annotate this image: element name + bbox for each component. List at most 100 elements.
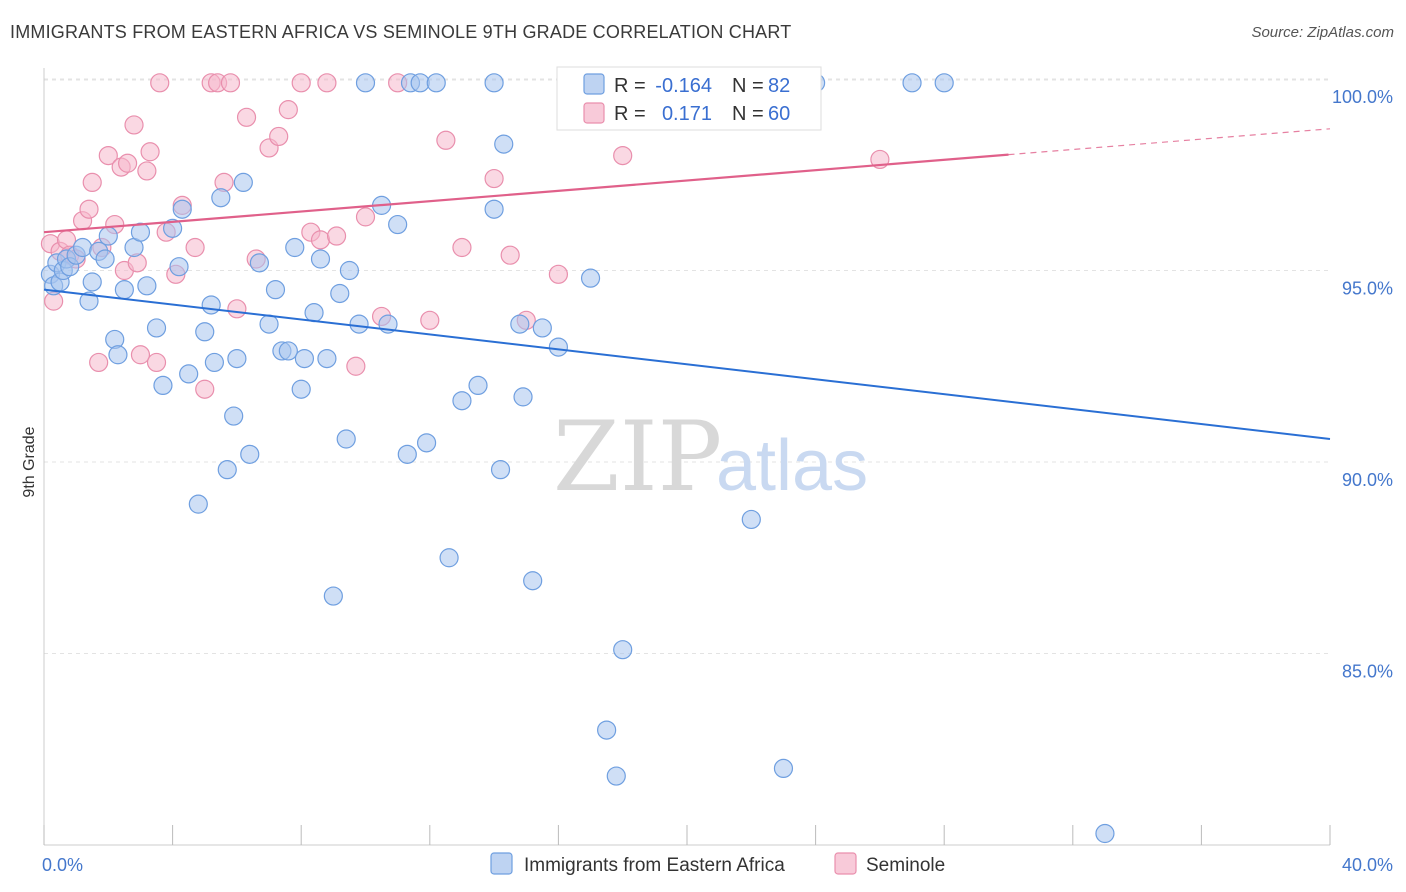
eastern-africa-point bbox=[773, 758, 794, 779]
y-tick-labels: 85.0% 90.0% 95.0% 100.0% bbox=[1332, 87, 1393, 682]
eastern-africa-point bbox=[902, 73, 922, 93]
seminole-point bbox=[484, 168, 504, 189]
eastern-africa-point bbox=[265, 280, 286, 300]
eastern-africa-point bbox=[114, 280, 134, 300]
eastern-africa-point bbox=[249, 253, 270, 273]
seminole-point bbox=[137, 161, 157, 181]
seminole-point bbox=[317, 73, 337, 93]
eastern-africa-point bbox=[523, 571, 543, 591]
legend-n-label: N = bbox=[732, 75, 764, 97]
eastern-africa-point bbox=[416, 433, 437, 453]
seminole-point bbox=[269, 126, 289, 147]
seminole-point bbox=[436, 130, 456, 150]
legend-swatch-seminole bbox=[834, 852, 857, 875]
seminole-point bbox=[79, 199, 99, 219]
y-tick-label: 100.0% bbox=[1332, 87, 1393, 107]
eastern-africa-point bbox=[82, 272, 102, 292]
legend-swatch-blue bbox=[583, 73, 605, 95]
eastern-africa-point bbox=[532, 318, 552, 338]
seminole-point bbox=[278, 100, 298, 120]
seminole-point bbox=[146, 352, 167, 373]
eastern-africa-point bbox=[179, 364, 199, 384]
seminole-point bbox=[124, 115, 144, 135]
eastern-africa-point bbox=[355, 73, 376, 93]
eastern-africa-point bbox=[201, 295, 221, 315]
eastern-africa-point bbox=[211, 188, 231, 208]
eastern-africa-point bbox=[285, 237, 305, 258]
eastern-africa-point bbox=[291, 379, 311, 399]
source-credit: Source: ZipAtlas.com bbox=[1251, 24, 1394, 41]
eastern-africa-point bbox=[452, 391, 472, 411]
seminole-point bbox=[185, 237, 205, 258]
seminole-point bbox=[130, 345, 151, 365]
seminole-point bbox=[117, 153, 138, 173]
seminole-point bbox=[613, 146, 633, 166]
eastern-africa-point bbox=[163, 218, 183, 238]
eastern-africa-point bbox=[548, 337, 569, 357]
eastern-africa-point bbox=[741, 509, 761, 530]
eastern-africa-point bbox=[224, 406, 244, 426]
eastern-africa-point bbox=[233, 172, 253, 193]
eastern-africa-point bbox=[397, 444, 417, 464]
x-tick-label: 0.0% bbox=[42, 855, 83, 875]
eastern-africa-point bbox=[439, 548, 459, 568]
y-axis-label: 9th Grade bbox=[21, 426, 38, 497]
eastern-africa-point bbox=[1095, 823, 1115, 844]
eastern-africa-point bbox=[153, 375, 173, 395]
legend-swatch-pink bbox=[583, 102, 605, 124]
eastern-africa-point bbox=[490, 460, 511, 480]
eastern-africa-point bbox=[934, 73, 954, 93]
legend-r-label: R = bbox=[614, 75, 646, 97]
eastern-africa-point bbox=[188, 494, 208, 514]
eastern-africa-point bbox=[240, 444, 260, 464]
legend-label-seminole: Seminole bbox=[866, 855, 945, 876]
eastern-africa-point bbox=[339, 260, 360, 281]
eastern-africa-point bbox=[323, 586, 343, 606]
eastern-africa-point bbox=[278, 341, 298, 361]
eastern-africa-point bbox=[72, 237, 93, 258]
watermark-atlas: atlas bbox=[716, 426, 868, 506]
seminole-point bbox=[195, 379, 215, 399]
eastern-africa-point bbox=[513, 387, 533, 407]
watermark-zip: ZIP bbox=[553, 401, 722, 513]
seminole-point bbox=[82, 172, 102, 193]
x-tick-label: 40.0% bbox=[1342, 855, 1393, 875]
eastern-africa-point bbox=[510, 314, 530, 334]
seminole-point bbox=[310, 230, 331, 250]
legend-r-value: -0.164 bbox=[655, 75, 712, 97]
eastern-africa-trend-line bbox=[43, 288, 1331, 441]
seminole-points bbox=[40, 73, 890, 399]
legend-swatch-eastern-africa bbox=[490, 852, 513, 875]
seminole-point bbox=[355, 207, 376, 227]
legend-n-value: 60 bbox=[768, 103, 790, 125]
seminole-point bbox=[98, 146, 118, 166]
seminole-point bbox=[227, 299, 247, 319]
legend-r-label: R = bbox=[614, 103, 646, 125]
seminole-point bbox=[500, 245, 520, 265]
eastern-africa-point bbox=[95, 249, 115, 269]
eastern-africa-point bbox=[79, 291, 99, 311]
eastern-africa-point bbox=[336, 429, 356, 449]
eastern-africa-point bbox=[597, 720, 617, 740]
eastern-africa-point bbox=[606, 766, 626, 786]
seminole-point bbox=[452, 237, 472, 258]
seminole-point bbox=[220, 73, 241, 93]
y-tick-label: 95.0% bbox=[1342, 279, 1393, 299]
eastern-africa-point bbox=[172, 199, 192, 219]
seminole-point bbox=[346, 356, 366, 376]
seminole-point bbox=[291, 73, 311, 93]
eastern-africa-point bbox=[217, 460, 237, 480]
seminole-point bbox=[140, 142, 160, 162]
eastern-africa-point bbox=[98, 226, 118, 246]
watermark: ZIP atlas bbox=[553, 401, 868, 513]
eastern-africa-point bbox=[426, 73, 446, 93]
seminole-point bbox=[548, 264, 569, 284]
eastern-africa-point bbox=[169, 257, 189, 277]
legend-r-value: 0.171 bbox=[662, 103, 712, 125]
series-legend: Immigrants from Eastern Africa Seminole bbox=[490, 852, 945, 876]
seminole-point bbox=[420, 310, 440, 330]
eastern-africa-point bbox=[304, 303, 324, 323]
seminole-trend-line bbox=[43, 153, 1009, 234]
seminole-point bbox=[236, 107, 257, 127]
